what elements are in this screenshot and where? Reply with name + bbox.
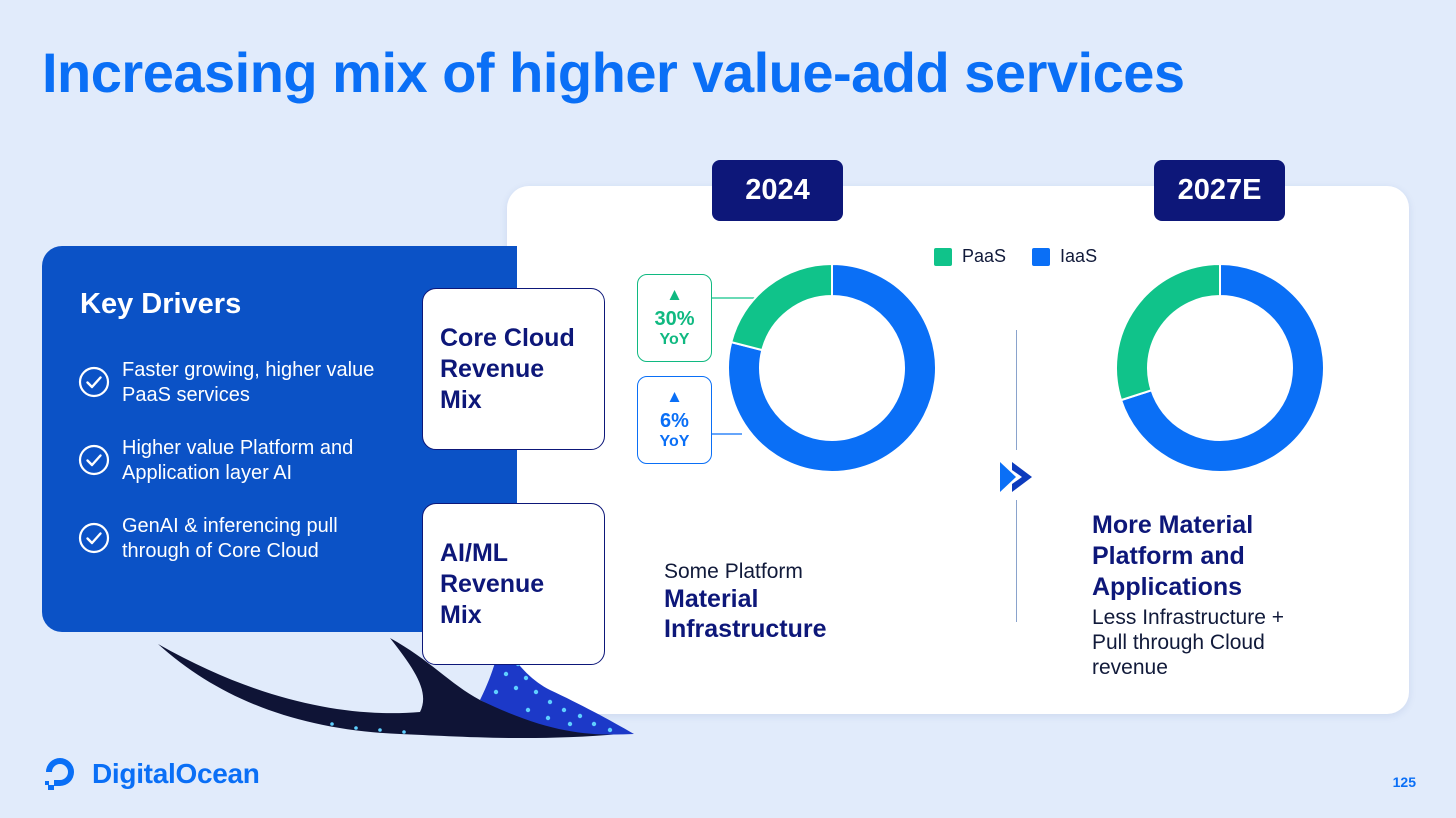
divider-line-bottom xyxy=(1016,500,1017,622)
driver-item: Faster growing, higher value PaaS servic… xyxy=(78,358,398,408)
legend-swatch-iaas xyxy=(1032,247,1051,266)
paas-yoy-box: ▲ 30% YoY xyxy=(637,274,712,362)
divider-line-top xyxy=(1016,330,1017,450)
yoy-percent: 30% xyxy=(654,308,695,330)
caption-2024-light: Some Platform xyxy=(664,560,803,583)
legend-swatch-paas xyxy=(934,247,952,266)
digitalocean-logo-icon xyxy=(45,758,74,790)
donut-slice-paas xyxy=(1115,262,1221,402)
page-title: Increasing mix of higher value-add servi… xyxy=(42,41,1185,104)
driver-text: GenAI & inferencing pull through of Core… xyxy=(122,515,338,562)
check-circle-icon xyxy=(78,522,110,554)
driver-item: Higher value Platform and Application la… xyxy=(78,436,398,486)
yoy-unit: YoY xyxy=(659,331,690,348)
driver-text: Higher value Platform and Application la… xyxy=(122,437,354,484)
driver-item: GenAI & inferencing pull through of Core… xyxy=(78,514,398,564)
legend-label: IaaS xyxy=(1060,246,1098,266)
check-circle-icon xyxy=(78,366,110,398)
up-triangle-icon: ▲ xyxy=(666,285,683,304)
yoy-unit: YoY xyxy=(659,433,690,450)
donut-slice-iaas xyxy=(1119,262,1325,473)
caption-2024-bold: Material Infrastructure xyxy=(664,585,827,643)
caption-2027e-bold: More Material Platform and Applications xyxy=(1092,511,1254,601)
aiml-mix-box: AI/ML Revenue Mix xyxy=(422,503,605,665)
page-number: 125 xyxy=(1392,774,1416,790)
up-triangle-icon: ▲ xyxy=(666,387,683,406)
caption-2027e-light: Less Infrastructure + Pull through Cloud… xyxy=(1092,606,1285,679)
core-cloud-mix-box: Core Cloud Revenue Mix xyxy=(422,288,605,450)
double-chevron-right-icon xyxy=(1000,462,1032,492)
donut-slice-paas xyxy=(730,262,833,352)
legend-item-paas: PaaS xyxy=(934,246,1006,267)
year-badge-2027e: 2027E xyxy=(1154,160,1285,221)
iaas-yoy-box: ▲ 6% YoY xyxy=(637,376,712,464)
yoy-percent: 6% xyxy=(660,410,689,432)
donut-slice-iaas xyxy=(727,262,937,473)
core-cloud-mix-label: Core Cloud Revenue Mix xyxy=(440,323,575,414)
year-badge-2024: 2024 xyxy=(712,160,843,221)
brand-logo: DigitalOcean xyxy=(42,756,260,792)
chart-legend: PaaS IaaS xyxy=(934,246,1123,267)
logo-text: DigitalOcean xyxy=(92,758,260,789)
check-circle-icon xyxy=(78,444,110,476)
donut-chart-2024 xyxy=(727,262,937,473)
aiml-mix-label: AI/ML Revenue Mix xyxy=(440,538,545,629)
caption-2024: Some Platform Material Infrastructure xyxy=(664,559,924,644)
caption-2027e: More Material Platform and Applications … xyxy=(1092,510,1342,680)
legend-item-iaas: IaaS xyxy=(1032,246,1097,267)
driver-text: Faster growing, higher value PaaS servic… xyxy=(122,359,375,406)
legend-label: PaaS xyxy=(962,246,1007,266)
key-drivers-heading: Key Drivers xyxy=(80,288,242,320)
donut-chart-2027e xyxy=(1115,262,1325,473)
